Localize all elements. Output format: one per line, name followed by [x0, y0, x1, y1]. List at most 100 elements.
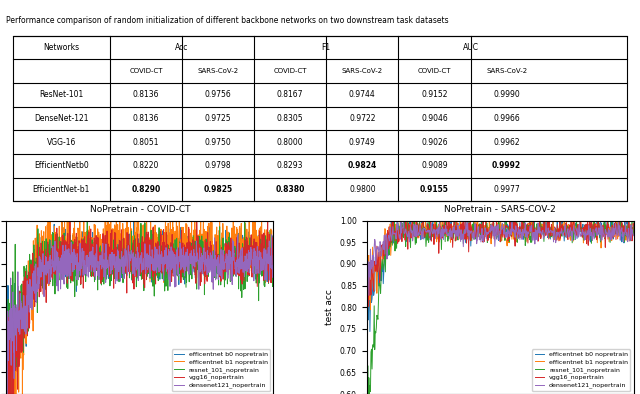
efficentnet b1 nopretrain — [585, 223, 593, 227]
resnet_101_nopretrain — [239, 242, 246, 246]
vgg16_nopertrain — [193, 216, 200, 220]
Text: 0.8380: 0.8380 — [276, 185, 305, 194]
Line: efficentnet b1 nopretrain: efficentnet b1 nopretrain — [367, 216, 634, 310]
densenet121_nopertrain — [460, 231, 468, 236]
efficentnet b0 nopretrain — [269, 238, 277, 242]
efficentnet b1 nopretrain — [461, 226, 468, 231]
Text: 0.9992: 0.9992 — [492, 161, 521, 170]
Text: Networks: Networks — [44, 43, 79, 52]
Text: SARS-CoV-2: SARS-CoV-2 — [198, 68, 239, 74]
efficentnet b0 nopretrain — [461, 230, 468, 234]
resnet_101_nopretrain — [257, 237, 264, 242]
Text: 0.9825: 0.9825 — [204, 185, 233, 194]
densenet121_nopertrain — [535, 230, 543, 234]
Text: 0.9744: 0.9744 — [349, 90, 376, 99]
Text: COVID-CT: COVID-CT — [418, 68, 451, 74]
efficentnet b1 nopretrain — [239, 236, 246, 241]
vgg16_nopertrain — [269, 249, 277, 254]
Line: vgg16_nopertrain: vgg16_nopertrain — [367, 216, 634, 314]
Line: efficentnet b0 nopretrain: efficentnet b0 nopretrain — [6, 212, 273, 387]
efficentnet b0 nopretrain — [536, 224, 543, 229]
efficentnet b1 nopretrain — [363, 279, 371, 284]
densenet121_nopertrain — [239, 254, 246, 258]
efficentnet b1 nopretrain — [57, 242, 65, 247]
Text: Performance comparison of random initialization of different backbone networks o: Performance comparison of random initial… — [6, 16, 449, 25]
Text: SARS-CoV-2: SARS-CoV-2 — [486, 68, 527, 74]
efficentnet b1 nopretrain — [442, 230, 449, 235]
densenet121_nopertrain — [429, 231, 436, 236]
Text: 0.9725: 0.9725 — [205, 114, 232, 123]
efficentnet b1 nopretrain — [539, 222, 547, 227]
Text: F1: F1 — [322, 43, 331, 52]
resnet_101_nopretrain — [442, 239, 449, 244]
Text: 0.8000: 0.8000 — [277, 138, 303, 147]
efficentnet b1 nopretrain — [221, 255, 228, 260]
efficentnet b0 nopretrain — [630, 223, 637, 228]
vgg16_nopertrain — [630, 223, 637, 227]
efficentnet b0 nopretrain — [211, 268, 219, 272]
Line: resnet_101_nopretrain: resnet_101_nopretrain — [6, 212, 273, 394]
Text: 0.9750: 0.9750 — [205, 138, 232, 147]
Text: COVID-CT: COVID-CT — [273, 68, 307, 74]
efficentnet b1 nopretrain — [269, 244, 277, 249]
efficentnet b1 nopretrain — [410, 214, 418, 219]
Text: DenseNet-121: DenseNet-121 — [34, 114, 88, 123]
efficentnet b1 nopretrain — [19, 368, 27, 372]
Text: Acc: Acc — [175, 43, 189, 52]
resnet_101_nopretrain — [211, 275, 218, 280]
Text: 0.9798: 0.9798 — [205, 161, 232, 170]
efficentnet b0 nopretrain — [257, 237, 264, 242]
resnet_101_nopretrain — [630, 232, 637, 237]
efficentnet b0 nopretrain — [539, 228, 547, 232]
vgg16_nopertrain — [363, 279, 371, 284]
Title: NoPretrain - COVID-CT: NoPretrain - COVID-CT — [90, 205, 190, 214]
vgg16_nopertrain — [539, 226, 547, 231]
Text: 0.9800: 0.9800 — [349, 185, 376, 194]
Text: 0.9722: 0.9722 — [349, 114, 376, 123]
vgg16_nopertrain — [239, 245, 246, 249]
Text: 0.9046: 0.9046 — [421, 114, 448, 123]
densenet121_nopertrain — [19, 307, 27, 312]
efficentnet b0 nopretrain — [585, 223, 593, 228]
vgg16_nopertrain — [536, 219, 543, 224]
efficentnet b1 nopretrain — [630, 225, 637, 229]
Legend: efficentnet b0 nopretrain, efficentnet b1 nopretrain, resnet_101_nopretrain, vgg: efficentnet b0 nopretrain, efficentnet b… — [172, 349, 270, 391]
densenet121_nopertrain — [363, 297, 371, 301]
efficentnet b1 nopretrain — [536, 234, 543, 239]
Line: efficentnet b1 nopretrain: efficentnet b1 nopretrain — [6, 212, 273, 394]
vgg16_nopertrain — [211, 249, 219, 254]
densenet121_nopertrain — [268, 232, 275, 237]
vgg16_nopertrain — [585, 223, 593, 227]
vgg16_nopertrain — [445, 214, 452, 219]
Text: 0.9756: 0.9756 — [205, 90, 232, 99]
efficentnet b1 nopretrain — [367, 307, 374, 312]
densenet121_nopertrain — [57, 268, 65, 273]
densenet121_nopertrain — [440, 227, 448, 231]
Text: ResNet-101: ResNet-101 — [39, 90, 83, 99]
vgg16_nopertrain — [429, 222, 437, 227]
densenet121_nopertrain — [584, 232, 591, 237]
resnet_101_nopretrain — [461, 236, 468, 241]
resnet_101_nopretrain — [363, 359, 371, 364]
Text: 0.8136: 0.8136 — [132, 114, 159, 123]
Text: 0.9966: 0.9966 — [493, 114, 520, 123]
efficentnet b0 nopretrain — [430, 223, 438, 227]
efficentnet b0 nopretrain — [6, 384, 13, 389]
Text: EfficientNetb0: EfficientNetb0 — [34, 161, 89, 170]
resnet_101_nopretrain — [3, 364, 10, 368]
Text: 0.8051: 0.8051 — [132, 138, 159, 147]
resnet_101_nopretrain — [221, 284, 228, 289]
efficentnet b0 nopretrain — [239, 247, 246, 251]
resnet_101_nopretrain — [241, 210, 248, 214]
efficentnet b0 nopretrain — [221, 252, 228, 257]
resnet_101_nopretrain — [536, 216, 543, 220]
efficentnet b0 nopretrain — [57, 269, 65, 274]
densenet121_nopertrain — [211, 236, 218, 240]
densenet121_nopertrain — [630, 233, 637, 238]
efficentnet b1 nopretrain — [3, 347, 10, 352]
Text: 0.9990: 0.9990 — [493, 90, 520, 99]
Text: 0.9089: 0.9089 — [421, 161, 448, 170]
resnet_101_nopretrain — [19, 292, 27, 297]
densenet121_nopertrain — [3, 361, 10, 365]
vgg16_nopertrain — [364, 312, 371, 316]
